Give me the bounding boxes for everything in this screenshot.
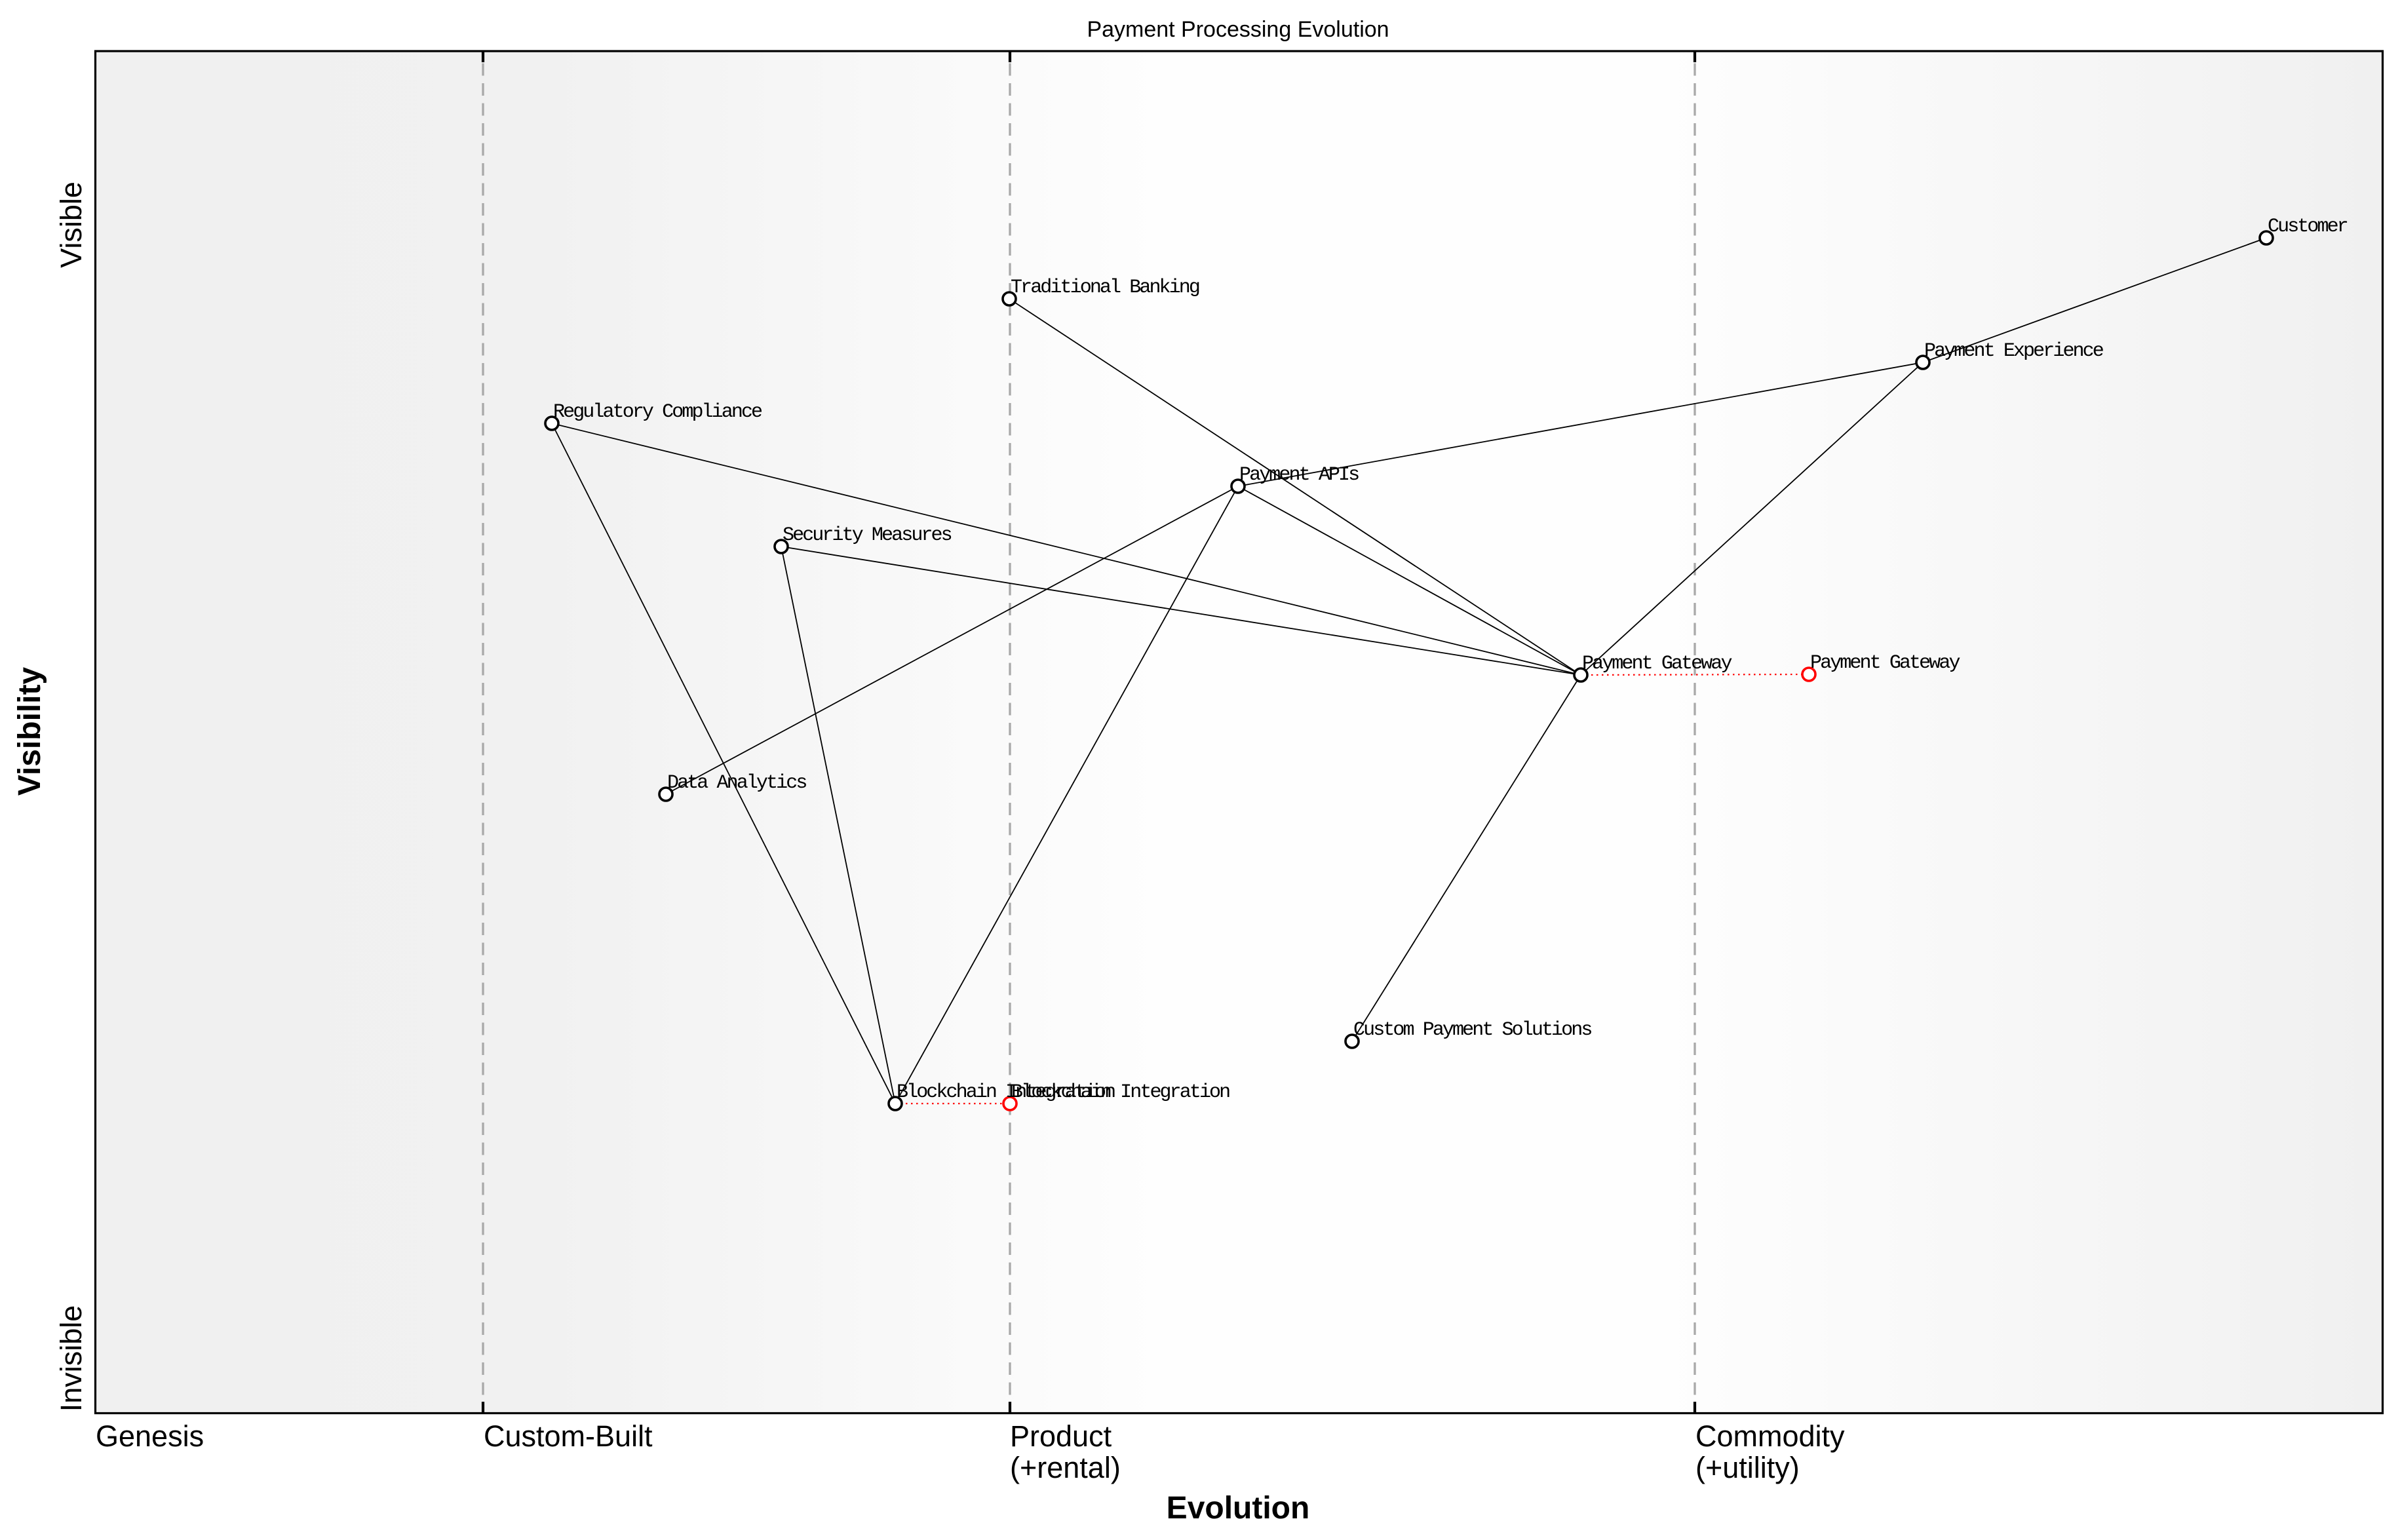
svg-text:Payment Gateway: Payment Gateway <box>1582 653 1732 675</box>
svg-text:Payment Processing Evolution: Payment Processing Evolution <box>1087 17 1389 42</box>
svg-text:Customer: Customer <box>2268 216 2348 238</box>
svg-text:Commodity: Commodity <box>1695 1419 1845 1453</box>
svg-text:Blockchain Integration: Blockchain Integration <box>1011 1081 1229 1104</box>
svg-text:Visibility: Visibility <box>12 666 47 796</box>
svg-text:Genesis: Genesis <box>96 1419 204 1453</box>
svg-text:(+rental): (+rental) <box>1010 1451 1121 1484</box>
svg-text:Traditional Banking: Traditional Banking <box>1011 277 1199 299</box>
svg-text:Payment APIs: Payment APIs <box>1239 464 1359 486</box>
svg-text:Custom Payment Solutions: Custom Payment Solutions <box>1353 1019 1591 1041</box>
svg-text:Regulatory Compliance: Regulatory Compliance <box>553 401 762 423</box>
svg-text:Custom-Built: Custom-Built <box>484 1419 653 1453</box>
svg-text:Evolution: Evolution <box>1167 1491 1310 1526</box>
svg-text:Visible: Visible <box>54 182 88 268</box>
svg-text:Payment Experience: Payment Experience <box>1924 340 2104 362</box>
svg-text:Payment Gateway: Payment Gateway <box>1810 652 1960 674</box>
svg-text:Product: Product <box>1010 1419 1112 1453</box>
svg-text:Invisible: Invisible <box>54 1305 88 1412</box>
svg-text:(+utility): (+utility) <box>1695 1451 1800 1484</box>
svg-text:Data Analytics: Data Analytics <box>667 772 806 794</box>
svg-text:Blockchain Integration: Blockchain Integration <box>897 1081 1115 1104</box>
svg-text:Security Measures: Security Measures <box>783 524 952 547</box>
